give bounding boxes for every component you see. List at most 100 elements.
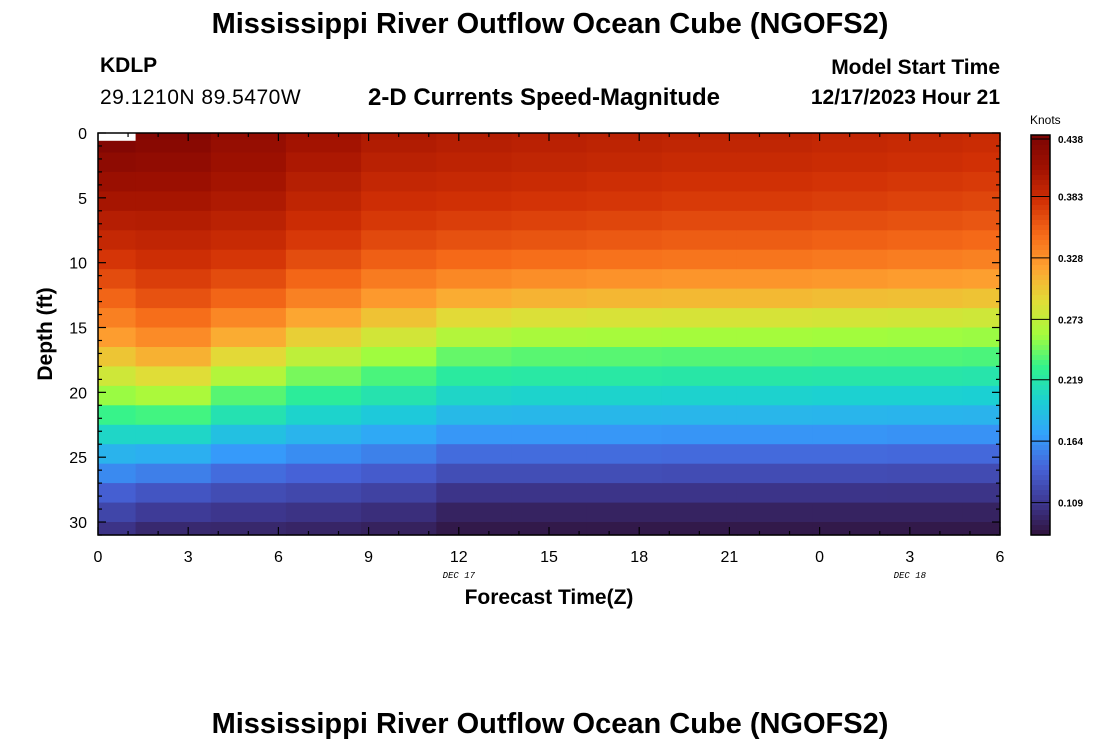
heatmap-cell bbox=[812, 139, 888, 154]
colorbar-segment bbox=[1031, 340, 1050, 346]
heatmap-cell bbox=[285, 288, 362, 309]
heatmap-cell bbox=[736, 347, 813, 368]
heatmap-cell bbox=[436, 249, 513, 270]
heatmap-cell bbox=[586, 366, 663, 387]
heatmap-cell bbox=[285, 249, 362, 270]
heatmap-cell bbox=[812, 385, 888, 406]
heatmap-cell bbox=[661, 139, 738, 154]
colorbar-segment bbox=[1031, 230, 1050, 236]
colorbar-segment bbox=[1031, 135, 1050, 141]
colorbar-segment bbox=[1031, 335, 1050, 341]
heatmap-cell bbox=[511, 444, 588, 465]
colorbar-segment bbox=[1031, 450, 1050, 456]
colorbar-segment bbox=[1031, 150, 1050, 156]
heatmap-cell bbox=[812, 288, 888, 309]
heatmap-cell bbox=[361, 463, 437, 484]
heatmap-cell bbox=[736, 152, 813, 173]
heatmap-cell bbox=[586, 308, 663, 329]
y-tick-label: 30 bbox=[69, 515, 87, 532]
heatmap-cell bbox=[812, 444, 888, 465]
colorbar-segment bbox=[1031, 495, 1050, 501]
heatmap-cell bbox=[285, 308, 362, 329]
x-tick-label: 18 bbox=[630, 549, 648, 566]
heatmap-cell bbox=[98, 288, 137, 309]
colorbar-segment bbox=[1031, 375, 1050, 381]
heatmap-cell bbox=[135, 139, 212, 154]
heatmap-cell bbox=[962, 249, 1001, 270]
heatmap-cell bbox=[586, 139, 663, 154]
heatmap-cell bbox=[887, 269, 964, 290]
heatmap-cell bbox=[361, 405, 437, 426]
model-start-value: 12/17/2023 Hour 21 bbox=[810, 86, 1000, 109]
heatmap-cell bbox=[887, 230, 964, 251]
colorbar-segment bbox=[1031, 360, 1050, 366]
heatmap-cell bbox=[511, 366, 588, 387]
heatmap-cell bbox=[661, 385, 738, 406]
heatmap-cell bbox=[586, 405, 663, 426]
heatmap-cell bbox=[962, 308, 1001, 329]
heatmap-cell bbox=[210, 347, 287, 368]
heatmap-cell bbox=[361, 230, 437, 251]
heatmap-cell bbox=[511, 308, 588, 329]
heatmap-cell bbox=[586, 269, 663, 290]
heatmap-cells bbox=[98, 133, 1001, 536]
heatmap-cell bbox=[98, 385, 137, 406]
heatmap-cell bbox=[361, 483, 437, 504]
y-tick-label: 10 bbox=[69, 256, 87, 273]
heatmap-cell bbox=[812, 405, 888, 426]
heatmap-cell bbox=[285, 230, 362, 251]
colorbar-tick-label: 0.109 bbox=[1058, 499, 1083, 510]
model-start-label: Model Start Time bbox=[831, 56, 1000, 79]
heatmap-cell bbox=[361, 522, 437, 536]
heatmap-cell bbox=[887, 191, 964, 212]
colorbar-segment bbox=[1031, 425, 1050, 431]
colorbar-segment bbox=[1031, 430, 1050, 436]
station-id: KDLP bbox=[100, 54, 158, 77]
heatmap-cell bbox=[962, 133, 1001, 141]
heatmap-cell bbox=[812, 347, 888, 368]
x-tick-label: 6 bbox=[996, 549, 1005, 566]
heatmap-cell bbox=[210, 152, 287, 173]
heatmap-cell bbox=[812, 327, 888, 348]
heatmap-cell bbox=[586, 522, 663, 536]
heatmap-cell bbox=[962, 347, 1001, 368]
heatmap-cell bbox=[586, 483, 663, 504]
y-tick-labels: 0 5 10 15 20 25 30 bbox=[69, 126, 87, 532]
heatmap-cell bbox=[135, 288, 212, 309]
heatmap-cell bbox=[98, 522, 137, 536]
heatmap-cell bbox=[586, 502, 663, 523]
x-tick-label: 0 bbox=[94, 549, 103, 566]
heatmap-cell bbox=[511, 269, 588, 290]
heatmap-cell bbox=[962, 444, 1001, 465]
heatmap-cell bbox=[887, 133, 964, 141]
heatmap-cell bbox=[361, 502, 437, 523]
heatmap-cell bbox=[135, 230, 212, 251]
heatmap-cell bbox=[962, 327, 1001, 348]
heatmap-cell bbox=[887, 385, 964, 406]
heatmap-cell bbox=[962, 139, 1001, 154]
heatmap-cell bbox=[887, 463, 964, 484]
heatmap-cell bbox=[586, 152, 663, 173]
heatmap-cell bbox=[887, 152, 964, 173]
colorbar-segment bbox=[1031, 380, 1050, 386]
heatmap-cell bbox=[661, 366, 738, 387]
x-tick-labels: 0 3 6 9 12 15 18 21 0 3 6 bbox=[94, 549, 1005, 566]
colorbar-segment bbox=[1031, 485, 1050, 491]
heatmap-cell bbox=[436, 444, 513, 465]
x-tick-label: 15 bbox=[540, 549, 558, 566]
colorbar-segment bbox=[1031, 325, 1050, 331]
colorbar-segment bbox=[1031, 140, 1050, 146]
heatmap-cell bbox=[285, 463, 362, 484]
heatmap-cell bbox=[285, 502, 362, 523]
heatmap-cell bbox=[135, 444, 212, 465]
colorbar-segment bbox=[1031, 365, 1050, 371]
heatmap-cell bbox=[736, 133, 813, 141]
heatmap-cell bbox=[135, 308, 212, 329]
heatmap-cell bbox=[887, 249, 964, 270]
heatmap-cell bbox=[135, 424, 212, 445]
heatmap-cell bbox=[361, 171, 437, 192]
heatmap-cell bbox=[98, 444, 137, 465]
heatmap-cell bbox=[511, 288, 588, 309]
heatmap-cell bbox=[210, 366, 287, 387]
